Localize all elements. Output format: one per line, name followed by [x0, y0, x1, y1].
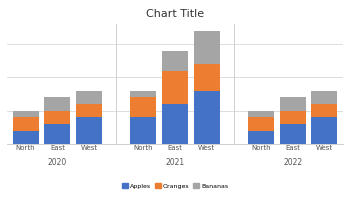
Bar — [76, 91, 102, 104]
Bar — [194, 91, 220, 144]
Bar — [311, 91, 337, 104]
Bar — [280, 111, 306, 124]
Bar — [76, 104, 102, 117]
Bar — [44, 111, 70, 124]
Bar — [130, 97, 156, 117]
Bar — [130, 91, 156, 97]
Bar — [248, 111, 274, 117]
Title: Chart Title: Chart Title — [146, 9, 204, 19]
Bar — [13, 117, 39, 131]
Bar — [162, 51, 188, 71]
Bar — [248, 117, 274, 131]
Text: 2021: 2021 — [166, 158, 184, 167]
Bar — [162, 104, 188, 144]
Bar — [13, 111, 39, 117]
Bar — [44, 97, 70, 111]
Bar — [76, 117, 102, 144]
Bar — [13, 131, 39, 144]
Text: 2022: 2022 — [283, 158, 302, 167]
Bar — [130, 117, 156, 144]
Bar — [311, 104, 337, 117]
Bar — [194, 64, 220, 91]
Text: 2020: 2020 — [48, 158, 67, 167]
Bar — [44, 124, 70, 144]
Bar — [311, 117, 337, 144]
Legend: Apples, Oranges, Bananas: Apples, Oranges, Bananas — [119, 181, 231, 191]
Bar — [194, 31, 220, 64]
Bar — [162, 71, 188, 104]
Bar — [280, 97, 306, 111]
Bar — [248, 131, 274, 144]
Bar — [280, 124, 306, 144]
